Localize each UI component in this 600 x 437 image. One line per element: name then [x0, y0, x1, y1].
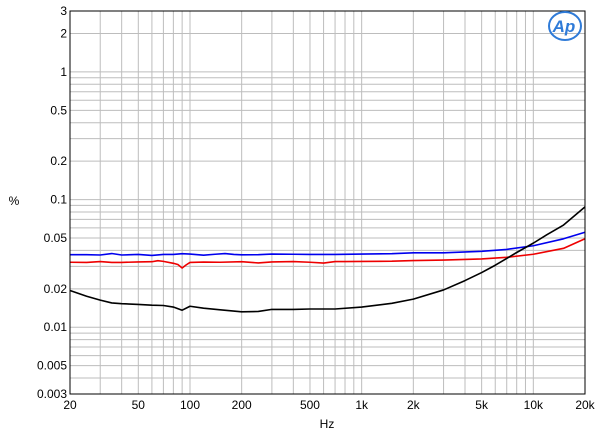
- plot-frame: [69, 10, 586, 395]
- x-tick-label: 100: [180, 398, 200, 412]
- x-tick-label: 5k: [475, 398, 489, 412]
- ap-logo-icon: Ap: [548, 11, 582, 41]
- y-tick-label: 2: [60, 26, 67, 40]
- y-axis-label: %: [9, 194, 20, 208]
- x-tick-label: 500: [300, 398, 320, 412]
- series-line-3: [69, 206, 586, 313]
- logo-text: Ap: [552, 17, 576, 36]
- x-tick-labels: 20 50 100 200 500 1k 2k 5k 10k 20k: [63, 398, 595, 412]
- y-tick-label: 0.05: [44, 231, 68, 245]
- x-tick-label: 200: [232, 398, 252, 412]
- series-line-2: [69, 238, 586, 269]
- y-tick-label: 0.003: [37, 387, 67, 401]
- series-group: [69, 206, 586, 313]
- y-tick-label: 0.5: [50, 103, 67, 117]
- x-tick-label: 20: [63, 398, 77, 412]
- grid: [70, 11, 585, 394]
- x-tick-label: 1k: [355, 398, 369, 412]
- x-tick-label: 10k: [524, 398, 544, 412]
- x-tick-label: 2k: [407, 398, 421, 412]
- x-tick-label: 20k: [575, 398, 595, 412]
- y-tick-label: 0.01: [44, 320, 68, 334]
- y-tick-label: 0.02: [44, 282, 68, 296]
- y-tick-label: 0.1: [50, 193, 67, 207]
- x-axis-label: Hz: [320, 417, 335, 431]
- series-line-1: [70, 231, 586, 257]
- y-tick-labels: 3 2 1 0.5 0.2 0.1 0.05 0.02 0.01 0.005 0.003: [37, 4, 67, 401]
- x-tick-label: 50: [132, 398, 146, 412]
- y-tick-label: 3: [60, 4, 67, 18]
- y-tick-label: 0.2: [50, 154, 67, 168]
- y-tick-label: 1: [60, 65, 67, 79]
- y-tick-label: 0.005: [37, 359, 67, 373]
